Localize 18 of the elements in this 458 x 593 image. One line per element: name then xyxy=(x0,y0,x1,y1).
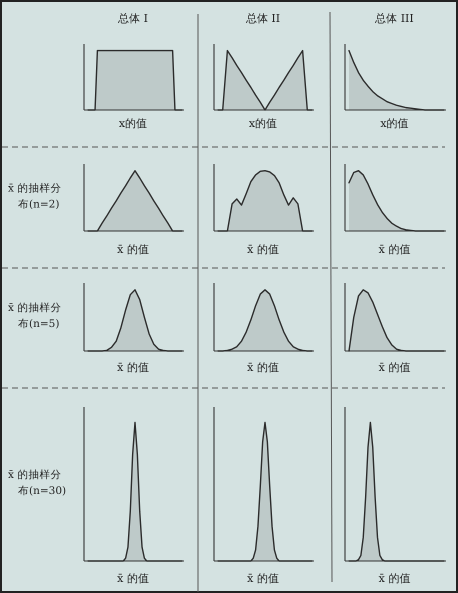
y-axis-title: x̄ 的抽样分布(n=30) xyxy=(8,469,66,497)
x-axis-title: x̄ 的值 xyxy=(247,243,279,256)
y-axis-title: x̄ 的抽样分布(n=2) xyxy=(8,182,62,210)
x-axis-title: x̄ 的值 xyxy=(378,572,410,585)
x-axis-title: x̄ 的值 xyxy=(247,361,279,374)
x-axis-title: x̄ 的值 xyxy=(117,572,149,585)
x-axis-title: x̄ 的值 xyxy=(247,572,279,585)
y-axis-title: x̄ 的抽样分布(n=5) xyxy=(8,302,62,330)
x-axis-title: x的值 xyxy=(380,117,409,130)
x-axis-title: x̄ 的值 xyxy=(378,361,410,374)
chart-title: 总体 I xyxy=(117,12,148,25)
x-axis-title: x̄ 的值 xyxy=(117,243,149,256)
x-axis-title: x的值 xyxy=(118,117,148,130)
chart-title: 总体 III xyxy=(374,12,414,25)
chart-title: 总体 II xyxy=(244,12,280,25)
x-axis-title: x的值 xyxy=(248,117,278,130)
x-axis-title: x̄ 的值 xyxy=(117,361,149,374)
x-axis-title: x̄ 的值 xyxy=(378,243,410,256)
